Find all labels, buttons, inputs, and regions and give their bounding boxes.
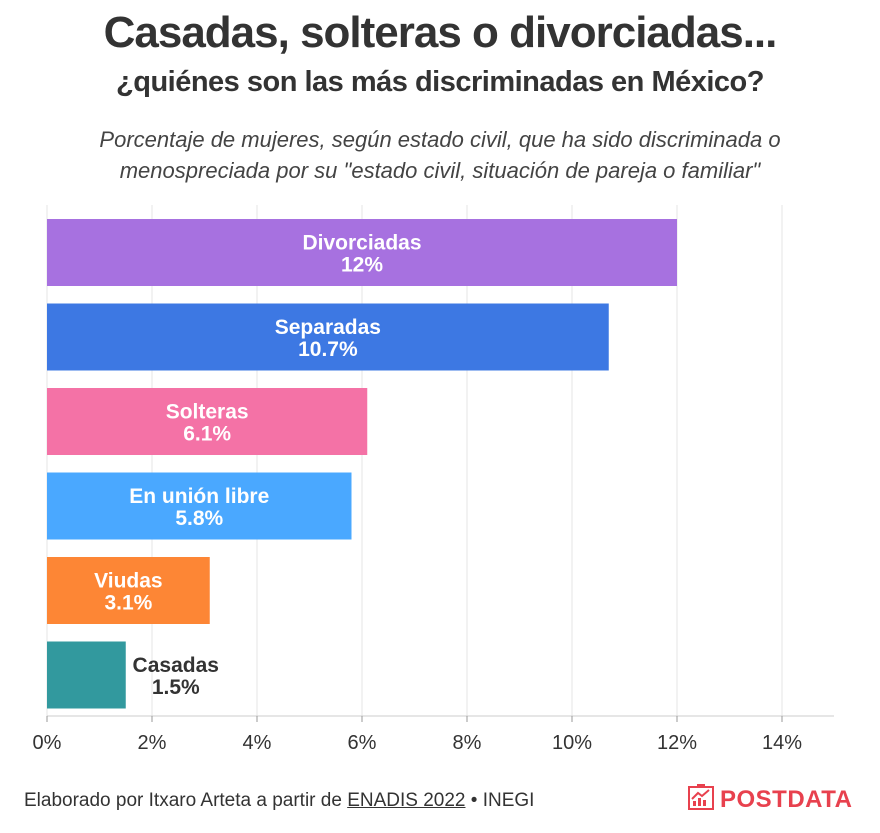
- bar-casadas: [47, 641, 126, 709]
- caption-line-1: Porcentaje de mujeres, según estado civi…: [99, 127, 781, 152]
- x-tick-label: 6%: [348, 732, 377, 754]
- x-tick-label: 12%: [657, 732, 697, 754]
- x-tick-label: 2%: [138, 732, 167, 754]
- footer-source-link[interactable]: ENADIS 2022: [347, 790, 466, 811]
- bar-value-label: 10.7%: [298, 338, 358, 361]
- bar-value-label: 3.1%: [104, 592, 152, 615]
- bar-value-label: 6.1%: [183, 423, 231, 446]
- bar-value-label: 5.8%: [175, 507, 223, 530]
- bar-value-label: 12%: [341, 254, 383, 277]
- bar-divorciadas: [47, 219, 677, 286]
- bar-value-label: 1.5%: [152, 676, 200, 699]
- postdata-logo[interactable]: POSTDATA: [688, 784, 852, 815]
- bar-en-unión-libre: [47, 472, 352, 540]
- footer-suffix: • INEGI: [465, 790, 535, 811]
- footer-prefix: Elaborado por Itxaro Arteta a partir de: [24, 790, 348, 811]
- bar-category-label: Solteras: [166, 401, 249, 424]
- bar-category-label: Divorciadas: [302, 232, 421, 255]
- chart-logo-icon: [688, 784, 714, 815]
- chart-caption: Porcentaje de mujeres, según estado civi…: [0, 124, 880, 186]
- bar-category-label: Casadas: [133, 654, 219, 677]
- x-tick-label: 0%: [33, 732, 62, 754]
- logo-text: POSTDATA: [720, 785, 853, 813]
- bar-category-label: En unión libre: [129, 485, 269, 508]
- bar-viudas: [47, 557, 210, 624]
- bar-category-label: Viudas: [94, 570, 162, 593]
- chart-title: Casadas, solteras o divorciadas...: [103, 8, 778, 57]
- caption-line-2: menospreciada por su "estado civil, situ…: [119, 158, 761, 183]
- x-tick-label: 14%: [762, 732, 802, 754]
- bar-category-label: Separadas: [275, 316, 381, 339]
- x-tick-label: 8%: [453, 732, 482, 754]
- footer-credit: Elaborado por Itxaro Arteta a partir de …: [24, 790, 534, 812]
- chart-subtitle: ¿quiénes son las más discriminadas en Mé…: [116, 66, 764, 98]
- bar-separadas: [47, 303, 609, 371]
- bar-solteras: [47, 388, 368, 455]
- x-tick-label: 4%: [243, 732, 272, 754]
- x-tick-label: 10%: [552, 732, 592, 754]
